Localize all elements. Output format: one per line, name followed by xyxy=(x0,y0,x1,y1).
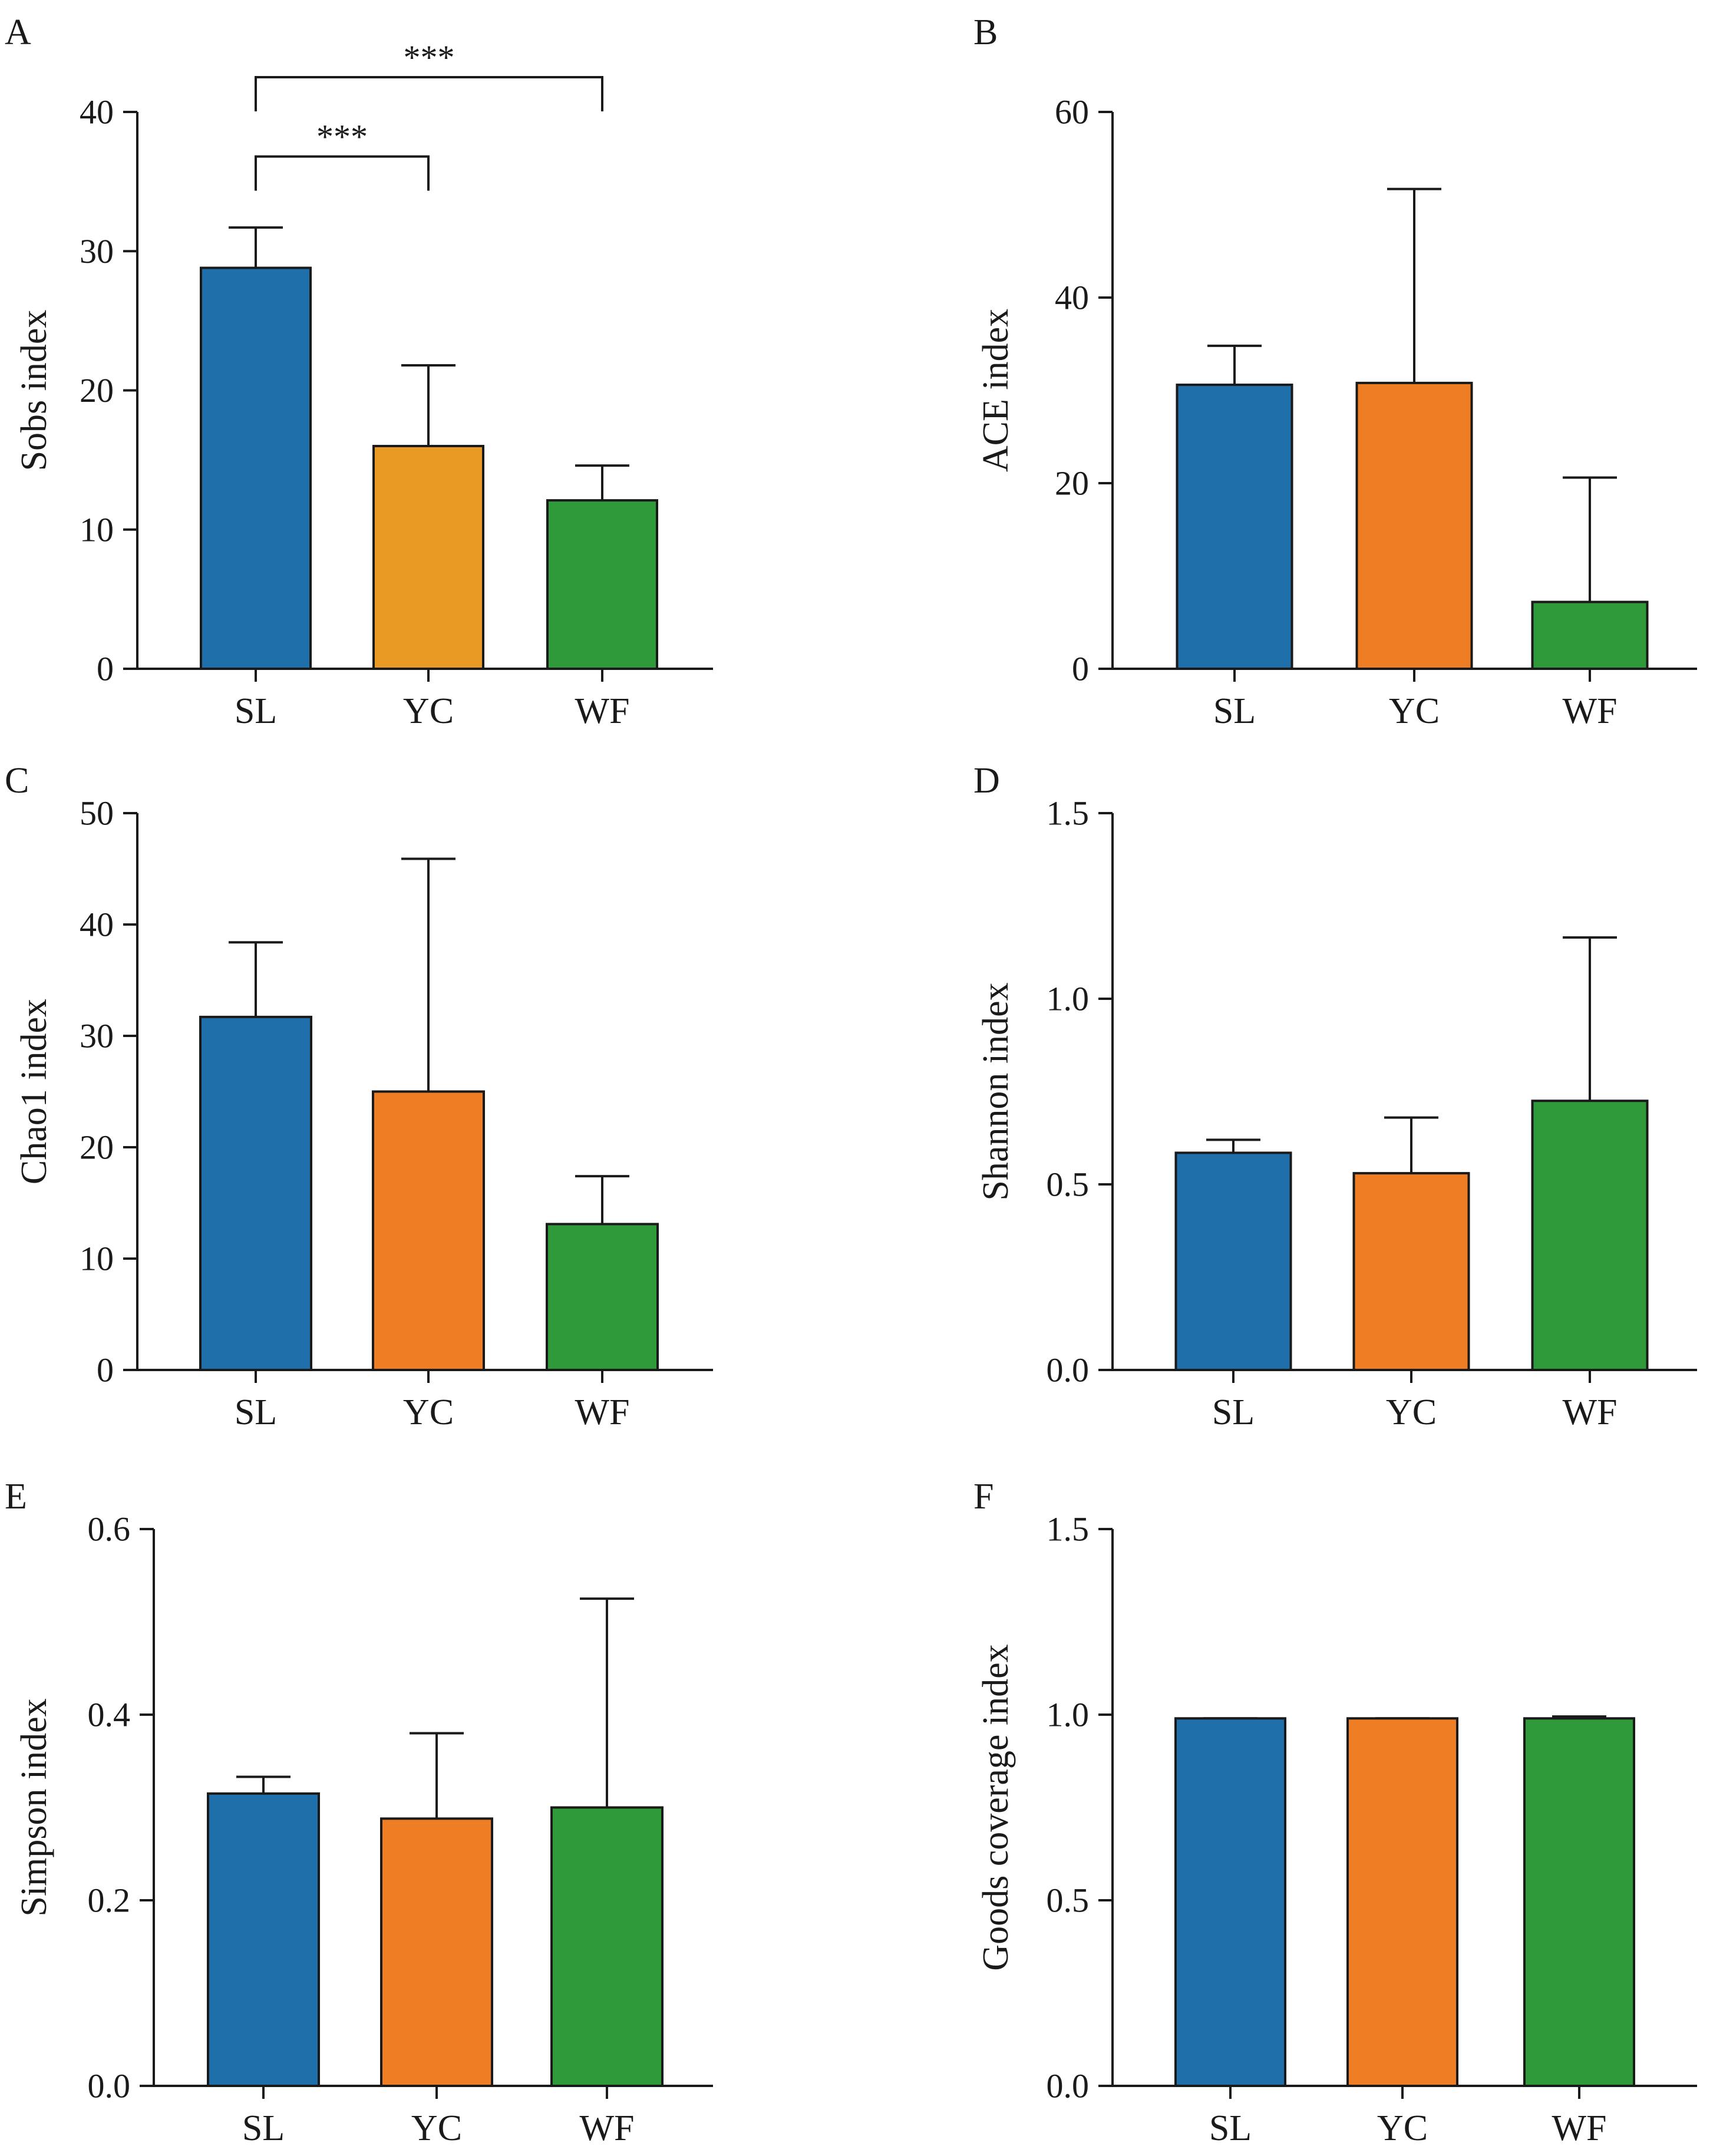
bar-sl xyxy=(1174,1717,1286,2088)
y-tick-label: 10 xyxy=(80,1240,114,1278)
x-tick-label-sl: SL xyxy=(235,691,277,731)
significance-label: *** xyxy=(404,38,455,77)
y-tick-label: 0 xyxy=(97,650,114,688)
y-tick-label: 20 xyxy=(1055,464,1089,503)
y-tick-label: 0 xyxy=(97,1351,114,1389)
y-tick-label: 60 xyxy=(1055,93,1089,131)
y-tick-label: 1.0 xyxy=(1047,1696,1090,1734)
bar-sl xyxy=(1174,1151,1292,1371)
panel-label: F xyxy=(973,1477,993,1517)
y-tick-label: 0.0 xyxy=(88,2067,131,2105)
panel-label: C xyxy=(5,761,29,801)
chart-panel-e: E Simpson index 0.0 0.2 0.4 0.6 SL YC WF xyxy=(5,1477,713,2148)
x-tick-label-sl: SL xyxy=(235,1392,277,1432)
panel-label: B xyxy=(973,12,998,52)
y-tick-label: 0.6 xyxy=(88,1510,131,1549)
bar-sl xyxy=(1176,384,1293,670)
y-tick-label: 50 xyxy=(80,794,114,833)
y-tick-label: 20 xyxy=(80,1128,114,1167)
significance-bracket xyxy=(255,75,603,111)
x-tick-label-yc: YC xyxy=(403,691,454,731)
x-tick-label-yc: YC xyxy=(1377,2108,1428,2148)
x-tick-label-yc: YC xyxy=(1389,691,1440,731)
bar-yc xyxy=(380,1817,493,2087)
bar-yc xyxy=(372,445,484,670)
chart-panel-b: B ACE index 0 20 40 60 SL YC WF xyxy=(973,12,1697,731)
significance-label: *** xyxy=(316,118,368,156)
y-tick-label: 1.5 xyxy=(1047,1510,1090,1549)
x-tick-label-sl: SL xyxy=(242,2108,285,2148)
y-tick-label: 0.2 xyxy=(88,1881,131,1920)
x-tick-label-sl: SL xyxy=(1209,2108,1252,2148)
y-axis-label: Simpson index xyxy=(14,1698,54,1916)
y-axis-label: Sobs index xyxy=(14,310,54,471)
chart-panel-a: A Sobs index 0 10 20 30 40 SL YC WF *** *** xyxy=(5,12,713,731)
y-tick-label: 20 xyxy=(80,371,114,410)
y-tick-label: 0.4 xyxy=(88,1696,131,1734)
y-tick-label: 0.5 xyxy=(1047,1881,1090,1920)
x-tick-label-sl: SL xyxy=(1213,691,1256,731)
x-tick-label-wf: WF xyxy=(575,1392,630,1432)
y-axis-label: Goods coverage index xyxy=(976,1644,1016,1970)
y-tick-label: 30 xyxy=(80,1017,114,1055)
significance-bracket xyxy=(255,155,430,191)
bar-wf xyxy=(1531,1100,1649,1371)
bar-sl xyxy=(199,1015,312,1371)
y-tick-label: 40 xyxy=(80,93,114,131)
y-tick-label: 30 xyxy=(80,232,114,270)
chart-panel-d: D Shannon index 0.0 0.5 1.0 1.5 SL YC WF xyxy=(973,761,1697,1432)
bar-sl xyxy=(200,266,312,671)
y-tick-label: 1.0 xyxy=(1047,980,1090,1018)
x-tick-label-wf: WF xyxy=(1552,2108,1607,2148)
panel-label: D xyxy=(973,761,1000,801)
bar-yc xyxy=(1352,1172,1470,1371)
bar-wf xyxy=(550,1806,664,2087)
chart-panel-c: C Chao1 index 0 10 20 30 40 50 SL YC WF xyxy=(5,761,713,1432)
y-tick-label: 0.0 xyxy=(1047,2067,1090,2105)
y-tick-label: 0 xyxy=(1072,650,1089,688)
bar-yc xyxy=(1355,381,1473,671)
bar-wf xyxy=(1531,600,1649,670)
x-tick-label-wf: WF xyxy=(1563,1392,1618,1432)
x-tick-label-yc: YC xyxy=(411,2108,462,2148)
y-axis-label: Chao1 index xyxy=(14,999,54,1184)
x-tick-label-sl: SL xyxy=(1212,1392,1255,1432)
x-tick-label-wf: WF xyxy=(575,691,630,731)
y-tick-label: 1.5 xyxy=(1047,794,1090,833)
chart-panel-f: F Goods coverage index 0.0 0.5 1.0 1.5 SL YC WF xyxy=(973,1477,1697,2148)
y-tick-label: 40 xyxy=(1055,279,1089,317)
bar-wf xyxy=(1523,1717,1635,2088)
panel-label: A xyxy=(5,12,31,52)
bar-yc xyxy=(372,1090,485,1371)
y-tick-label: 0.5 xyxy=(1047,1166,1090,1204)
bar-yc xyxy=(1346,1717,1458,2088)
bar-wf xyxy=(546,499,658,670)
y-axis-label: Shannon index xyxy=(976,982,1016,1200)
y-tick-label: 10 xyxy=(80,510,114,549)
panel-label: E xyxy=(5,1477,27,1517)
x-tick-label-yc: YC xyxy=(403,1392,454,1432)
bar-sl xyxy=(207,1792,320,2087)
y-tick-label: 0.0 xyxy=(1047,1351,1090,1389)
x-tick-label-wf: WF xyxy=(1563,691,1618,731)
y-axis-label: ACE index xyxy=(976,309,1016,472)
bar-wf xyxy=(546,1223,659,1371)
x-tick-label-yc: YC xyxy=(1386,1392,1437,1432)
y-tick-label: 40 xyxy=(80,906,114,944)
x-tick-label-wf: WF xyxy=(580,2108,635,2148)
